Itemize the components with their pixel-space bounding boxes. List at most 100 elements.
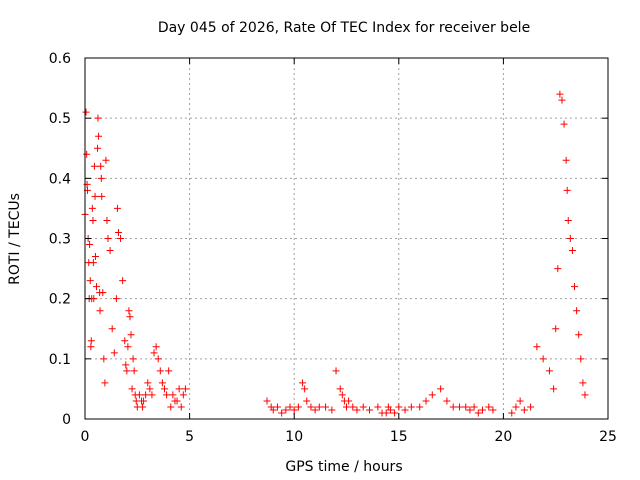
data-point (315, 403, 323, 411)
data-point (99, 289, 107, 297)
data-point (90, 295, 98, 303)
data-point (179, 391, 187, 399)
data-point (282, 406, 290, 414)
y-tick-label: 0.4 (49, 171, 71, 187)
y-tick-label: 0 (62, 412, 71, 428)
x-tick-label: 15 (390, 429, 408, 445)
data-point (466, 406, 474, 414)
data-point (129, 355, 137, 363)
data-point (86, 277, 94, 285)
data-point (96, 307, 104, 315)
data-point (144, 379, 152, 387)
data-point (163, 391, 171, 399)
data-point (90, 162, 98, 170)
data-point (83, 150, 91, 158)
data-point (89, 259, 97, 267)
data-point (485, 403, 493, 411)
data-point (566, 235, 574, 242)
data-point (95, 132, 103, 140)
data-point (533, 343, 541, 351)
data-point (382, 409, 390, 417)
axis-ticks: 0 5 10 15 20 25 0 0.1 0.2 0.3 0.4 0.5 0.6 (49, 51, 617, 445)
data-point (175, 385, 183, 393)
data-point (437, 385, 445, 393)
data-point (290, 406, 298, 414)
data-point (353, 406, 361, 414)
data-point (123, 367, 131, 375)
data-point (89, 216, 97, 224)
data-point (336, 385, 344, 393)
data-point (328, 406, 336, 414)
data-point (125, 307, 133, 315)
data-point (359, 403, 367, 411)
x-tick-label: 0 (81, 429, 90, 445)
chart-title: Day 045 of 2026, Rate Of TEC Index for r… (158, 20, 530, 36)
y-tick-label: 0.3 (49, 232, 71, 248)
data-point (278, 409, 286, 417)
data-point (128, 385, 136, 393)
data-point (508, 409, 516, 417)
data-point (455, 403, 463, 411)
data-point (94, 144, 102, 152)
data-point (102, 156, 110, 164)
y-tick-label: 0.2 (49, 292, 71, 308)
data-point (121, 337, 129, 345)
data-point (146, 385, 154, 393)
data-point (322, 403, 330, 411)
data-point (158, 379, 166, 387)
y-tick-label: 0.1 (49, 352, 71, 368)
data-point (167, 403, 175, 411)
data-point (443, 397, 451, 405)
data-point (343, 403, 350, 411)
data-point (101, 379, 109, 387)
data-point (449, 403, 457, 411)
data-point (516, 397, 524, 405)
data-point (86, 241, 94, 249)
x-tick-label: 20 (494, 429, 512, 445)
data-point (579, 379, 587, 387)
data-point (97, 162, 105, 170)
grid-lines (85, 58, 608, 419)
data-point (366, 406, 374, 414)
x-tick-label: 5 (185, 429, 194, 445)
data-point (478, 406, 486, 414)
data-point (87, 343, 95, 351)
data-point (269, 406, 277, 414)
data-point (263, 397, 271, 405)
data-point (386, 406, 394, 414)
data-point (130, 367, 138, 375)
data-point (311, 406, 319, 414)
data-point (554, 265, 562, 273)
data-point (299, 379, 307, 387)
data-point (112, 295, 120, 303)
data-point (98, 192, 106, 200)
data-point (349, 403, 357, 411)
data-point (177, 403, 185, 411)
data-point (108, 325, 116, 333)
data-point (106, 247, 114, 255)
data-point (401, 406, 409, 414)
data-point (273, 403, 281, 411)
data-point (552, 325, 560, 333)
data-point (165, 367, 173, 375)
x-axis-label: GPS time / hours (285, 459, 402, 475)
data-point (462, 403, 470, 411)
data-point (374, 403, 382, 411)
data-point (139, 403, 147, 411)
y-axis-label: ROTI / TECUs (7, 193, 23, 285)
data-point (512, 403, 520, 411)
data-point (527, 403, 535, 411)
y-tick-label: 0.5 (49, 111, 71, 127)
data-point (142, 391, 150, 399)
data-point (88, 204, 96, 212)
data-point (160, 385, 168, 393)
data-point (332, 367, 340, 375)
data-point (91, 192, 99, 200)
data-point (474, 409, 482, 417)
data-point (135, 391, 143, 399)
data-point (338, 391, 346, 399)
data-point (303, 397, 311, 405)
data-point (87, 337, 95, 345)
